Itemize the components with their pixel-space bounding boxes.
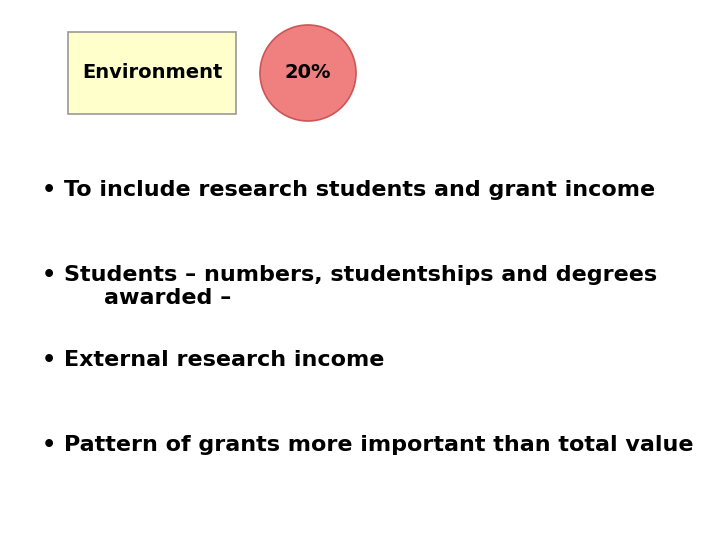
Text: • External research income: • External research income (42, 350, 384, 370)
Text: • Students – numbers, studentships and degrees
        awarded –: • Students – numbers, studentships and d… (42, 265, 657, 308)
FancyBboxPatch shape (68, 32, 236, 114)
Circle shape (260, 25, 356, 121)
Text: Environment: Environment (82, 64, 222, 83)
Text: • To include research students and grant income: • To include research students and grant… (42, 180, 655, 200)
Text: 20%: 20% (284, 64, 331, 83)
Text: • Pattern of grants more important than total value: • Pattern of grants more important than … (42, 435, 693, 455)
